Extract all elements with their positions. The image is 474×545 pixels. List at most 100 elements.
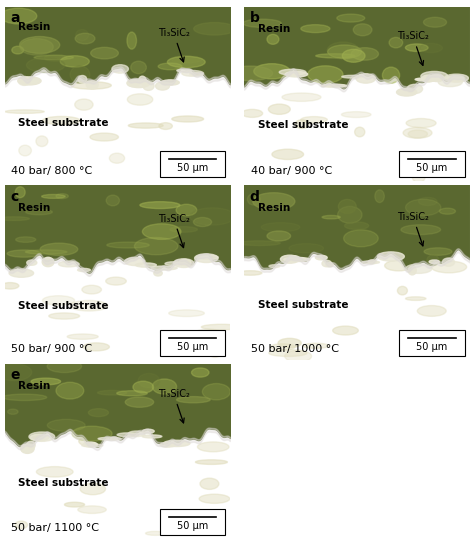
Ellipse shape bbox=[98, 437, 121, 440]
Ellipse shape bbox=[170, 227, 197, 232]
Text: Resin: Resin bbox=[258, 23, 290, 33]
Ellipse shape bbox=[328, 45, 362, 58]
Ellipse shape bbox=[78, 269, 91, 271]
Ellipse shape bbox=[161, 80, 179, 85]
Ellipse shape bbox=[321, 84, 346, 87]
Ellipse shape bbox=[389, 38, 403, 48]
Text: Ti₃SiC₂: Ti₃SiC₂ bbox=[397, 32, 429, 65]
Ellipse shape bbox=[420, 44, 442, 53]
Ellipse shape bbox=[9, 269, 34, 277]
Text: 50 bar/ 1100 °C: 50 bar/ 1100 °C bbox=[11, 523, 100, 533]
Ellipse shape bbox=[182, 70, 204, 76]
FancyBboxPatch shape bbox=[400, 330, 465, 356]
Ellipse shape bbox=[267, 231, 291, 241]
Text: Resin: Resin bbox=[18, 203, 51, 213]
Ellipse shape bbox=[179, 259, 191, 266]
Ellipse shape bbox=[7, 250, 41, 257]
Ellipse shape bbox=[406, 297, 426, 300]
Ellipse shape bbox=[342, 75, 363, 78]
Ellipse shape bbox=[80, 483, 106, 495]
Ellipse shape bbox=[1, 282, 19, 289]
Ellipse shape bbox=[267, 34, 279, 44]
Ellipse shape bbox=[254, 64, 290, 79]
Ellipse shape bbox=[27, 58, 65, 72]
Text: c: c bbox=[10, 190, 18, 204]
Text: Ti₃SiC₂: Ti₃SiC₂ bbox=[158, 214, 190, 247]
Text: 50 μm: 50 μm bbox=[417, 342, 448, 352]
Ellipse shape bbox=[272, 149, 303, 160]
Ellipse shape bbox=[152, 379, 176, 394]
Ellipse shape bbox=[36, 467, 73, 477]
Ellipse shape bbox=[427, 255, 439, 265]
Ellipse shape bbox=[355, 127, 365, 137]
Ellipse shape bbox=[342, 50, 365, 62]
Ellipse shape bbox=[405, 44, 428, 51]
Ellipse shape bbox=[76, 29, 89, 40]
Ellipse shape bbox=[322, 261, 332, 267]
Ellipse shape bbox=[289, 256, 300, 261]
Ellipse shape bbox=[78, 506, 106, 513]
Ellipse shape bbox=[140, 202, 180, 209]
Ellipse shape bbox=[0, 364, 32, 380]
Ellipse shape bbox=[238, 241, 280, 246]
Ellipse shape bbox=[351, 47, 379, 60]
Ellipse shape bbox=[29, 432, 55, 441]
Ellipse shape bbox=[70, 300, 108, 311]
Ellipse shape bbox=[12, 46, 24, 54]
Ellipse shape bbox=[169, 310, 204, 317]
Ellipse shape bbox=[128, 123, 163, 128]
Text: b: b bbox=[250, 11, 260, 25]
Text: 50 μm: 50 μm bbox=[177, 342, 209, 352]
Ellipse shape bbox=[279, 69, 306, 75]
Ellipse shape bbox=[16, 237, 36, 243]
Ellipse shape bbox=[199, 494, 230, 504]
Ellipse shape bbox=[47, 419, 85, 431]
Text: Steel substrate: Steel substrate bbox=[18, 301, 109, 311]
Ellipse shape bbox=[107, 242, 149, 248]
Ellipse shape bbox=[185, 517, 202, 525]
Ellipse shape bbox=[49, 313, 80, 319]
Ellipse shape bbox=[242, 110, 263, 117]
Ellipse shape bbox=[8, 409, 18, 414]
Ellipse shape bbox=[228, 66, 273, 81]
Ellipse shape bbox=[43, 117, 80, 125]
Ellipse shape bbox=[27, 260, 37, 265]
Ellipse shape bbox=[301, 117, 328, 123]
Ellipse shape bbox=[253, 193, 295, 210]
Ellipse shape bbox=[202, 384, 230, 400]
Text: e: e bbox=[10, 368, 20, 383]
Ellipse shape bbox=[201, 324, 242, 330]
Ellipse shape bbox=[278, 338, 301, 348]
Ellipse shape bbox=[383, 67, 400, 83]
Ellipse shape bbox=[172, 116, 203, 122]
Text: Resin: Resin bbox=[18, 22, 51, 33]
Ellipse shape bbox=[285, 350, 311, 362]
Ellipse shape bbox=[72, 426, 112, 441]
Ellipse shape bbox=[90, 133, 118, 141]
Ellipse shape bbox=[127, 32, 137, 49]
Ellipse shape bbox=[444, 74, 468, 82]
Ellipse shape bbox=[142, 429, 154, 433]
Ellipse shape bbox=[362, 261, 380, 264]
Ellipse shape bbox=[190, 208, 235, 225]
Ellipse shape bbox=[21, 444, 34, 453]
Ellipse shape bbox=[243, 19, 281, 27]
Ellipse shape bbox=[384, 261, 412, 271]
Ellipse shape bbox=[417, 306, 446, 316]
Ellipse shape bbox=[356, 74, 375, 83]
Ellipse shape bbox=[424, 248, 452, 255]
FancyBboxPatch shape bbox=[160, 509, 225, 535]
Ellipse shape bbox=[142, 435, 162, 438]
Text: 50 μm: 50 μm bbox=[177, 520, 209, 531]
Ellipse shape bbox=[91, 47, 118, 59]
Ellipse shape bbox=[397, 88, 417, 96]
Text: Ti₃SiC₂: Ti₃SiC₂ bbox=[158, 28, 190, 62]
Ellipse shape bbox=[281, 255, 299, 263]
Ellipse shape bbox=[2, 394, 47, 401]
Ellipse shape bbox=[47, 360, 82, 373]
Ellipse shape bbox=[247, 193, 260, 205]
Ellipse shape bbox=[67, 334, 98, 340]
Ellipse shape bbox=[326, 263, 333, 267]
Text: d: d bbox=[250, 190, 260, 204]
Ellipse shape bbox=[368, 260, 376, 264]
